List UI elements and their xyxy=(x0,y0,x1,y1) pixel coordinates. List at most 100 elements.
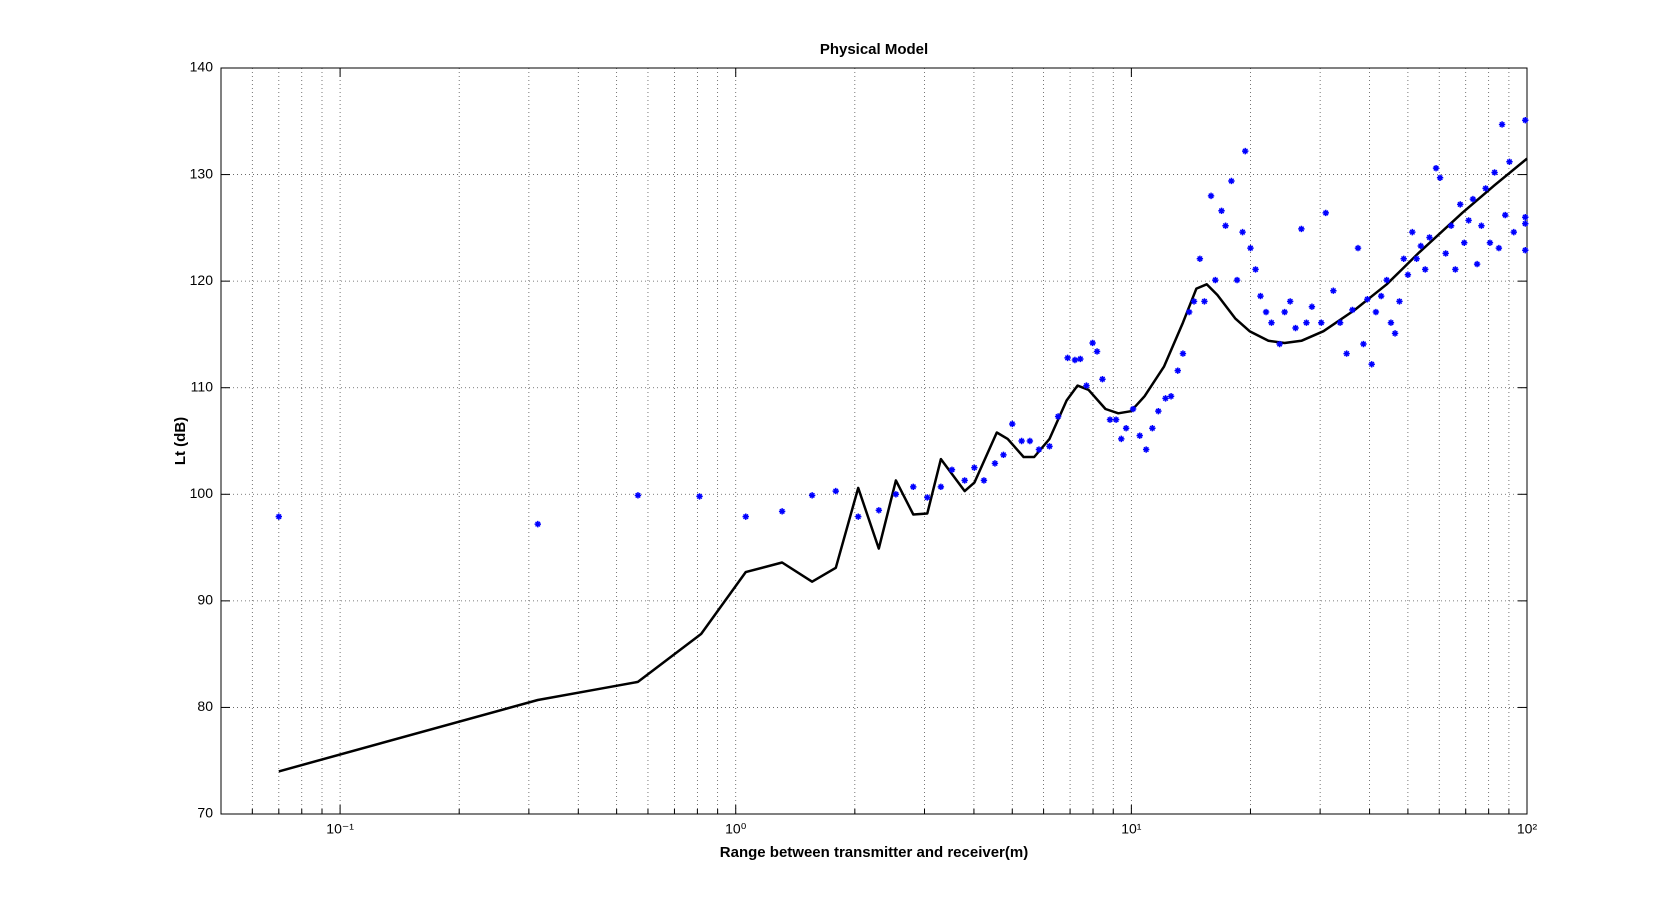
scatter-point xyxy=(1387,319,1395,326)
scatter-point xyxy=(1136,432,1143,439)
scatter-point xyxy=(1257,292,1264,300)
scatter-point xyxy=(1129,405,1137,413)
scatter-point xyxy=(1308,303,1316,310)
scatter-point xyxy=(1343,350,1350,357)
scatter-point xyxy=(855,513,862,520)
scatter-point xyxy=(1162,395,1169,402)
scatter-point xyxy=(1522,247,1529,254)
scatter-point xyxy=(1436,174,1444,181)
plot-area xyxy=(221,68,1527,814)
scatter-point xyxy=(1218,207,1225,215)
scatter-point xyxy=(1142,446,1150,453)
scatter-point xyxy=(910,483,917,491)
scatter-point xyxy=(1064,354,1071,362)
scatter-point xyxy=(1478,222,1485,229)
scatter-point xyxy=(1009,420,1016,428)
scatter-point xyxy=(1071,356,1079,364)
scatter-point xyxy=(1482,185,1489,192)
scatter-point xyxy=(991,460,999,467)
scatter-point xyxy=(1093,348,1101,355)
y-tick-label: 90 xyxy=(197,592,213,608)
scatter-point xyxy=(1377,292,1385,300)
scatter-point xyxy=(980,477,988,484)
scatter-point xyxy=(696,493,703,500)
x-tick-label: 10⁻¹ xyxy=(326,821,354,837)
scatter-point xyxy=(1242,147,1249,155)
scatter-point xyxy=(1413,255,1420,262)
chart-title: Physical Model xyxy=(820,41,928,58)
scatter-point xyxy=(1201,298,1208,305)
scatter-point xyxy=(1417,242,1425,250)
scatter-point xyxy=(1303,319,1310,326)
scatter-point xyxy=(1522,220,1529,227)
scatter-point xyxy=(1502,211,1509,219)
scatter-point xyxy=(534,520,541,528)
scatter-point xyxy=(1228,177,1235,185)
y-tick-label: 120 xyxy=(190,272,214,288)
scatter-point xyxy=(1174,367,1181,374)
scatter-point xyxy=(275,513,283,520)
scatter-point xyxy=(1368,361,1375,368)
scatter-point xyxy=(1196,255,1204,262)
scatter-point xyxy=(1510,228,1517,236)
scatter-point xyxy=(875,507,883,514)
scatter-point xyxy=(1292,324,1299,332)
scatter-point xyxy=(1473,260,1481,268)
line xyxy=(278,157,1528,773)
y-tick-label: 130 xyxy=(190,165,214,181)
scatter-point xyxy=(1426,234,1433,241)
scatter-point xyxy=(832,487,839,495)
scatter-point xyxy=(1207,192,1215,200)
scatter-point xyxy=(1404,271,1412,278)
scatter-point xyxy=(961,477,968,484)
scatter-point xyxy=(1354,244,1362,252)
y-tick-label: 80 xyxy=(197,698,213,714)
scatter-point xyxy=(1077,355,1084,363)
x-axis-label: Range between transmitter and receiver(m… xyxy=(720,844,1028,861)
scatter-point xyxy=(1149,425,1156,432)
scatter-point xyxy=(1298,225,1305,233)
scatter-point xyxy=(1465,217,1472,224)
scatter-point xyxy=(1167,393,1175,400)
scatter-point xyxy=(1336,319,1344,326)
scatter-point xyxy=(1281,308,1288,316)
scatter-point xyxy=(1432,164,1440,172)
scatter-point xyxy=(971,464,978,471)
scatter-point xyxy=(1233,276,1241,284)
scatter-point xyxy=(1322,209,1329,217)
scatter-point xyxy=(1491,169,1498,176)
scatter-point xyxy=(1190,298,1198,305)
scatter-point xyxy=(1457,201,1464,208)
scatter-point xyxy=(924,494,931,501)
scatter-point xyxy=(1018,437,1025,445)
plot-frame xyxy=(220,67,1528,815)
scatter-point xyxy=(1112,416,1120,423)
scatter-point xyxy=(1099,375,1106,383)
scatter-point xyxy=(1442,250,1449,257)
scatter-point xyxy=(1469,195,1477,203)
scatter-point xyxy=(1447,222,1455,229)
scatter-point xyxy=(778,508,786,515)
scatter-point xyxy=(1422,266,1429,273)
scatter-point xyxy=(1522,117,1529,124)
scatter-point xyxy=(1486,239,1494,246)
scatter-point xyxy=(1185,308,1193,316)
scatter-point xyxy=(1035,446,1043,453)
scatter-point xyxy=(634,492,642,499)
scatter-point xyxy=(1391,330,1399,337)
y-tick-label: 70 xyxy=(197,805,213,821)
scatter-point xyxy=(892,491,900,498)
scatter-point xyxy=(1400,255,1407,262)
scatter-point xyxy=(1461,239,1468,246)
scatter-point xyxy=(1262,308,1270,316)
scatter-point xyxy=(1318,319,1325,326)
scatter-point xyxy=(1364,296,1371,303)
scatter-point xyxy=(742,513,749,520)
scatter-point xyxy=(1506,158,1513,165)
scatter-point xyxy=(1155,407,1162,415)
scatter-point xyxy=(1409,228,1416,236)
scatter-point xyxy=(1179,350,1187,357)
scatter-point xyxy=(1522,214,1529,221)
scatter-point xyxy=(1268,319,1275,326)
